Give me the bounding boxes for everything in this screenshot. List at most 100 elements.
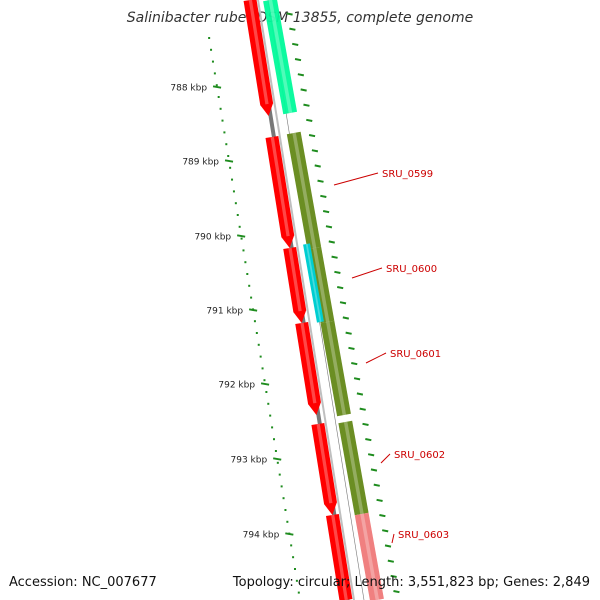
ruler-label: 789 kbp (182, 158, 219, 168)
ruler-dot (273, 438, 276, 441)
gene-leader (333, 172, 379, 186)
cds-bar-pink (354, 512, 384, 600)
gene-arrow (295, 321, 321, 415)
ruler-tick (248, 308, 258, 312)
outer-tick (297, 73, 305, 77)
outer-tick (370, 468, 378, 472)
gene-leader (380, 453, 391, 464)
features (243, 0, 384, 600)
ruler-dot (225, 143, 228, 146)
ruler-dot (282, 497, 285, 500)
outer-tick (376, 498, 383, 502)
outer-tick (390, 574, 397, 578)
ruler-dot (292, 556, 295, 559)
gene-arrow-sheen (248, 0, 269, 105)
ruler-dot (240, 237, 243, 240)
outer-tick (393, 590, 400, 594)
ruler-dot (263, 379, 266, 382)
ruler-dot (276, 461, 279, 464)
outer-tick (339, 301, 347, 305)
ruler-dot (221, 119, 224, 122)
ruler-dot (223, 131, 226, 134)
ruler-tick (285, 532, 294, 536)
outer-tick (367, 453, 375, 457)
gene-labels: SRU_0599 SRU_0600 SRU_0601 SRU_0602 SRU_0603 (333, 169, 449, 544)
ruler-dot (236, 214, 239, 216)
gene-arrow-sheen (316, 423, 333, 504)
map-title: Salinibacter ruber DSM 13855, complete g… (126, 10, 474, 26)
topology-summary: Topology: circular; Length: 3,551,823 bp… (232, 575, 590, 590)
outer-tick (286, 12, 293, 16)
cds-bar-aqua-sheen (268, 0, 293, 114)
gene-label: SRU_0602 (394, 450, 445, 461)
cds-bar-olive (320, 320, 351, 417)
ruler-dot (267, 402, 270, 405)
ruler-dot (219, 107, 222, 110)
cds-bar-aqua (263, 0, 298, 115)
ruler-dot (227, 155, 230, 157)
gene-leader (365, 352, 387, 364)
outer-tick (384, 544, 392, 548)
ruler-dot (215, 84, 218, 87)
ruler-dot (284, 509, 287, 511)
ruler-dot (238, 225, 241, 228)
cds-bar-olive (307, 246, 335, 324)
outer-tick (345, 331, 352, 335)
ruler-dot (257, 343, 260, 346)
ruler-dot (295, 579, 298, 582)
outer-tick (373, 483, 380, 487)
ruler-dot (290, 544, 293, 547)
ruler-dot (297, 591, 300, 594)
outer-tick (289, 27, 296, 31)
ruler-dot (278, 473, 281, 476)
gene-arrow-sheen (331, 514, 348, 600)
outer-tick (379, 514, 386, 518)
ruler-dot (217, 96, 220, 98)
ruler-tick (224, 159, 234, 163)
outer-tick (311, 149, 319, 153)
cds-bar-olive (286, 131, 322, 250)
cds-bar-cyan-sheen (305, 243, 322, 323)
cds-bar-olive-sheen (312, 247, 330, 323)
gene-arrow (243, 0, 274, 116)
outer-tick (300, 88, 307, 92)
ruler-label: 792 kbp (218, 381, 255, 391)
ruler-tick (236, 234, 246, 238)
gene-arrow-sheen (270, 136, 290, 237)
gene-leader (391, 533, 395, 544)
ruler-dot (248, 284, 251, 287)
outer-tick (325, 225, 333, 229)
gene-arrow (325, 513, 353, 600)
outer-tick (387, 559, 395, 563)
ruler-dots (208, 37, 300, 594)
outer-tick (294, 58, 302, 62)
gene-arrow (283, 246, 307, 323)
ruler-dot (250, 296, 253, 299)
ruler-label: 788 kbp (170, 84, 207, 94)
gene-arrow-sheen (288, 247, 302, 312)
backbone-line-inner (257, 0, 355, 600)
outer-tick (331, 255, 338, 259)
outer-tick (348, 346, 355, 350)
outer-tick (320, 194, 327, 198)
outer-ticks (286, 12, 400, 594)
ruler-label: 793 kbp (231, 456, 268, 466)
ruler-labels: 788 kbp 789 kbp 790 kbp 791 kbp 792 kbp 793 k… (170, 84, 279, 541)
ruler-dot (229, 166, 232, 169)
outer-tick (308, 134, 316, 138)
cds-bar-olive-sheen (292, 132, 317, 249)
gene-label: SRU_0601 (390, 349, 441, 360)
outer-tick (359, 407, 366, 411)
outer-tick (303, 103, 310, 107)
cds-bar-cyan (303, 243, 324, 323)
gene-label: SRU_0603 (398, 530, 449, 541)
cds-bar-olive (338, 420, 369, 516)
ruler-dot (234, 202, 237, 205)
accession-label: Accession: NC_007677 (9, 575, 157, 590)
ruler-dot (210, 48, 213, 51)
outer-tick (353, 377, 361, 381)
ruler-dot (232, 190, 235, 193)
ruler-label: 791 kbp (206, 307, 243, 317)
cds-bar-olive-sheen (343, 421, 364, 515)
outer-tick (362, 422, 369, 426)
